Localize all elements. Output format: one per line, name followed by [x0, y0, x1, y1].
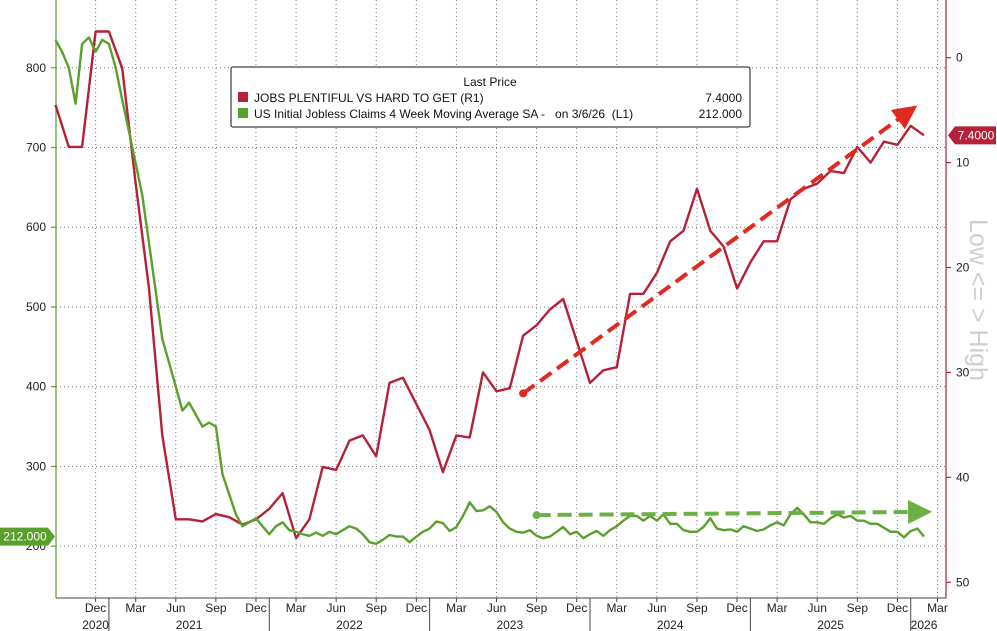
left-tick-label: 700 [26, 141, 46, 155]
x-tick-label: Dec [566, 601, 587, 615]
legend-label-claims: US Initial Jobless Claims 4 Week Moving … [254, 107, 633, 121]
right-tick-label: 30 [956, 365, 970, 379]
right-axis-title: Low <= > High [964, 219, 992, 381]
x-tick-label: Jun [326, 601, 345, 615]
last-value-badge-jobs [948, 126, 996, 145]
x-tick-label: Mar [446, 601, 467, 615]
x-tick-label: Dec [726, 601, 747, 615]
left-tick-label: 800 [26, 61, 46, 75]
right-tick-label: 50 [956, 575, 970, 589]
legend-label-jobs: JOBS PLENTIFUL VS HARD TO GET (R1) [254, 91, 484, 105]
trend-arrow-green [536, 500, 933, 525]
legend-swatch-jobs [238, 92, 248, 102]
x-tick-label: Sep [847, 601, 869, 615]
year-label: 2021 [176, 618, 203, 631]
trend-arrow-red [521, 105, 918, 396]
legend-box [230, 66, 751, 128]
x-tick-label: Jun [166, 601, 185, 615]
x-tick-label: Mar [767, 601, 788, 615]
x-tick-label: Dec [406, 601, 427, 615]
left-tick-label: 600 [26, 220, 46, 234]
right-tick-label: 10 [956, 156, 970, 170]
year-label: 2025 [817, 618, 844, 631]
right-tick-label: 0 [956, 51, 963, 65]
series [54, 30, 925, 545]
x-tick-label: Mar [927, 601, 948, 615]
trend-arrow-green-start [532, 511, 541, 520]
x-tick-label: Sep [366, 601, 388, 615]
x-tick-label: Mar [286, 601, 307, 615]
trend-arrows [519, 105, 933, 525]
x-tick-label: Jun [487, 601, 506, 615]
legend-header: Last Price [463, 75, 517, 89]
legend: Last Price JOBS PLENTIFUL VS HARD TO GET… [230, 66, 751, 128]
left-tick-label: 500 [26, 300, 46, 314]
left-tick-label: 300 [26, 459, 46, 473]
right-tick-label: 40 [956, 470, 970, 484]
last-value-label-jobs: 7.4000 [958, 128, 995, 142]
x-tick-label: Dec [887, 601, 908, 615]
legend-value-jobs: 7.4000 [705, 91, 742, 105]
x-tick-label: Sep [686, 601, 708, 615]
legend-value-claims: 212.000 [699, 107, 743, 121]
x-tick-label: Dec [85, 601, 106, 615]
x-tick-label: Sep [526, 601, 548, 615]
x-tick-label: Jun [647, 601, 666, 615]
left-tick-label: 400 [26, 380, 46, 394]
last-value-badge-claims [0, 527, 55, 546]
trend-arrow-red-start [519, 389, 528, 398]
right-tick-label: 20 [956, 261, 970, 275]
last-value-badges: 7.4000 212.000 [0, 126, 996, 546]
x-tick-label: Jun [808, 601, 827, 615]
series-line-claims [54, 36, 925, 545]
x-tick-label: Mar [606, 601, 627, 615]
legend-swatch-claims [238, 108, 248, 118]
x-tick-label: Sep [205, 601, 227, 615]
year-label: 2022 [336, 618, 363, 631]
year-label: 2024 [657, 618, 684, 631]
series-line-jobs [54, 30, 925, 540]
year-label: 2023 [496, 618, 523, 631]
year-label: 2026 [911, 618, 938, 631]
x-tick-label: Dec [245, 601, 266, 615]
year-label: 2020 [82, 618, 109, 631]
last-value-label-claims: 212.000 [3, 530, 47, 544]
x-tick-label: Mar [125, 601, 146, 615]
